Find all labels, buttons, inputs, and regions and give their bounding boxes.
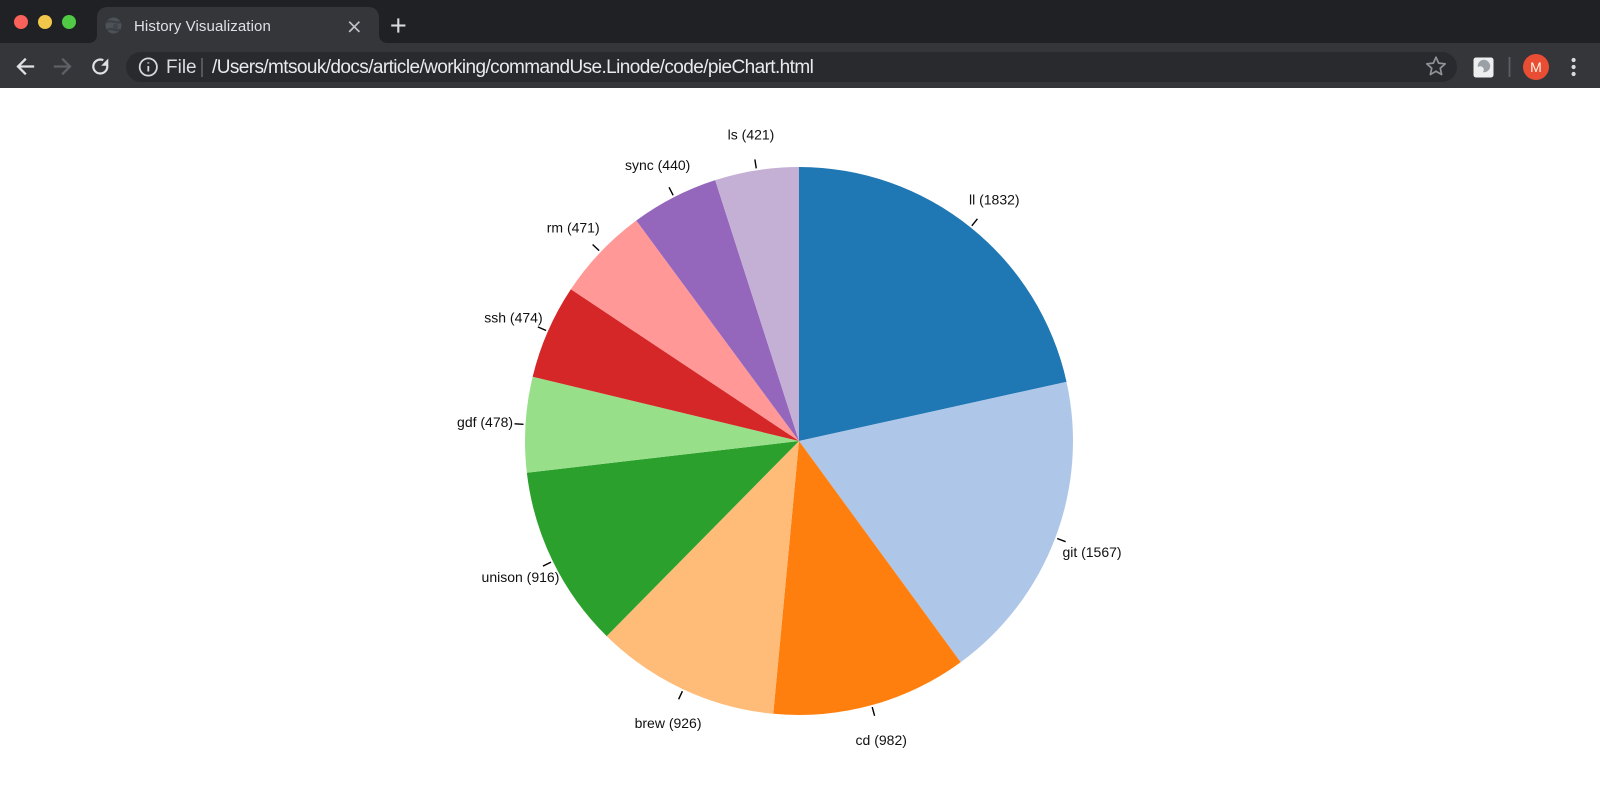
svg-text:gdf (478): gdf (478) [457,414,513,430]
svg-text:cd (982): cd (982) [856,732,907,748]
svg-text:ssh (474): ssh (474) [484,309,542,325]
svg-text:git (1567): git (1567) [1062,544,1121,560]
svg-text:brew (926): brew (926) [635,715,702,731]
svg-text:ll (1832): ll (1832) [969,192,1020,208]
svg-text:sync (440): sync (440) [625,157,690,173]
svg-text:rm (471): rm (471) [547,220,600,236]
svg-text:ls (421): ls (421) [728,127,775,143]
svg-text:unison (916): unison (916) [482,569,560,585]
